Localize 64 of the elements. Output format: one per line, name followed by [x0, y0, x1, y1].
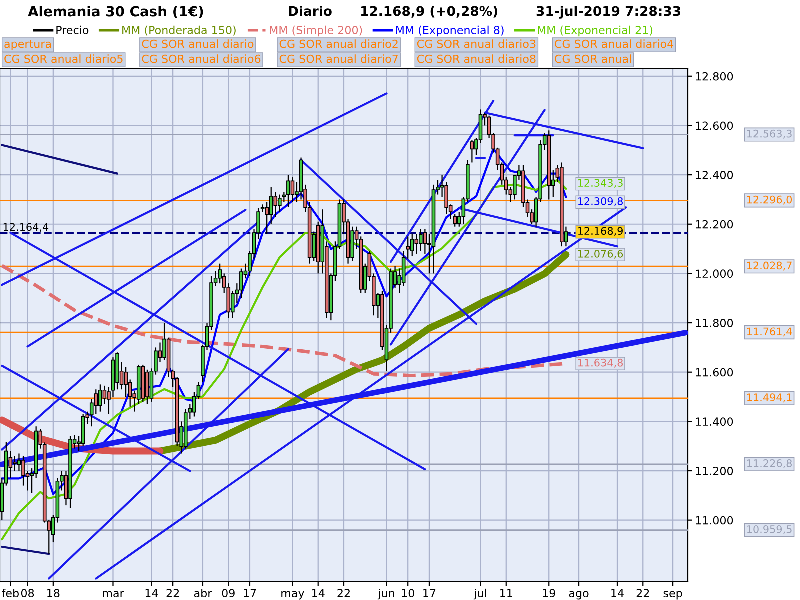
x-tick-label: jul: [474, 588, 486, 600]
x-tick-label: 10: [402, 589, 414, 598]
ref-line-label: 11.226,8: [747, 460, 792, 468]
data-label: 12.309,8: [578, 197, 623, 206]
x-tick-label: 17: [244, 589, 256, 598]
y-tick-label: 11.600: [696, 368, 734, 377]
y-tick-label: 12.000: [696, 270, 734, 278]
text: CG SOR anual diario3: [417, 40, 536, 48]
text: CG SOR anual: [555, 54, 632, 64]
x-tick-label: 19: [543, 589, 556, 598]
x-tick-label: 09: [222, 589, 235, 598]
data-label: 12.076,6: [578, 250, 624, 259]
ref-line-label: 12.296,0: [747, 196, 792, 205]
ref-line-label: 10.959,5: [747, 525, 792, 534]
text: CG SOR anual diario8: [417, 54, 536, 64]
x-tick-label: ago: [569, 591, 589, 600]
legend-label: MM (Exponencial 21): [538, 26, 653, 37]
text: CG SOR anual diario: [142, 40, 254, 48]
text: CG SOR anual diario6: [142, 54, 261, 64]
ref-line-label: 11.494,1: [747, 394, 792, 403]
text: 31-jul-2019 7:28:33: [536, 6, 680, 19]
y-tick-label: 12.600: [696, 122, 734, 130]
x-tick-label: sep: [664, 591, 682, 600]
ref-line-label: 12.164,4: [4, 223, 49, 232]
x-tick-label: 14: [312, 589, 325, 598]
x-tick-label: 14: [146, 589, 158, 598]
ref-line-label: 12.028,7: [747, 262, 792, 271]
y-tick-label: 12.800: [696, 72, 734, 81]
text: CG SOR anual diario2: [280, 40, 398, 48]
y-tick-label: 12.200: [696, 220, 734, 229]
ref-line-label: 11.761,4: [747, 328, 792, 337]
text: CG SOR anual diario7: [280, 54, 398, 64]
x-tick-label: 08: [21, 589, 34, 598]
x-tick-label: may: [282, 591, 304, 600]
x-tick-label: 17: [424, 589, 436, 598]
x-tick-label: 22: [636, 589, 650, 598]
x-tick-label: feb: [2, 588, 19, 598]
y-tick-label: 11.400: [696, 418, 734, 426]
legend-label: MM (Exponencial 8): [396, 26, 504, 37]
y-tick-label: 12.400: [696, 171, 734, 180]
x-tick-label: 11: [500, 589, 512, 598]
x-tick-label: 18: [48, 589, 60, 598]
chart-title: Alemania 30 Cash (1€): [28, 6, 204, 18]
y-tick-label: 11.800: [696, 319, 734, 328]
x-tick-label: 14: [612, 589, 624, 598]
ref-line-label: 12.563,3: [747, 130, 792, 139]
legend-label: MM (Simple 200): [270, 26, 362, 37]
y-tick-label: 11.000: [696, 516, 734, 525]
legend-label: Precio: [56, 26, 89, 34]
x-tick-label: mar: [103, 591, 124, 598]
y-tick-label: 11.200: [696, 466, 734, 476]
data-label: 12.343,3: [578, 179, 623, 188]
text: CG SOR anual diario4: [555, 40, 674, 48]
text: Diario: [289, 6, 332, 16]
x-tick-label: 22: [338, 589, 350, 598]
text: 12.168,9: [578, 227, 623, 236]
data-label: 11.634,8: [578, 358, 623, 368]
x-tick-label: 22: [166, 589, 180, 598]
x-tick-label: jun: [378, 588, 394, 600]
text: 12.168,9 (+0,28%): [361, 6, 498, 18]
x-tick-label: abr: [194, 588, 212, 598]
text: CG SOR anual diario5: [4, 54, 123, 64]
legend-label: MM (Ponderada 150): [122, 26, 236, 36]
text: apertura: [4, 40, 52, 50]
